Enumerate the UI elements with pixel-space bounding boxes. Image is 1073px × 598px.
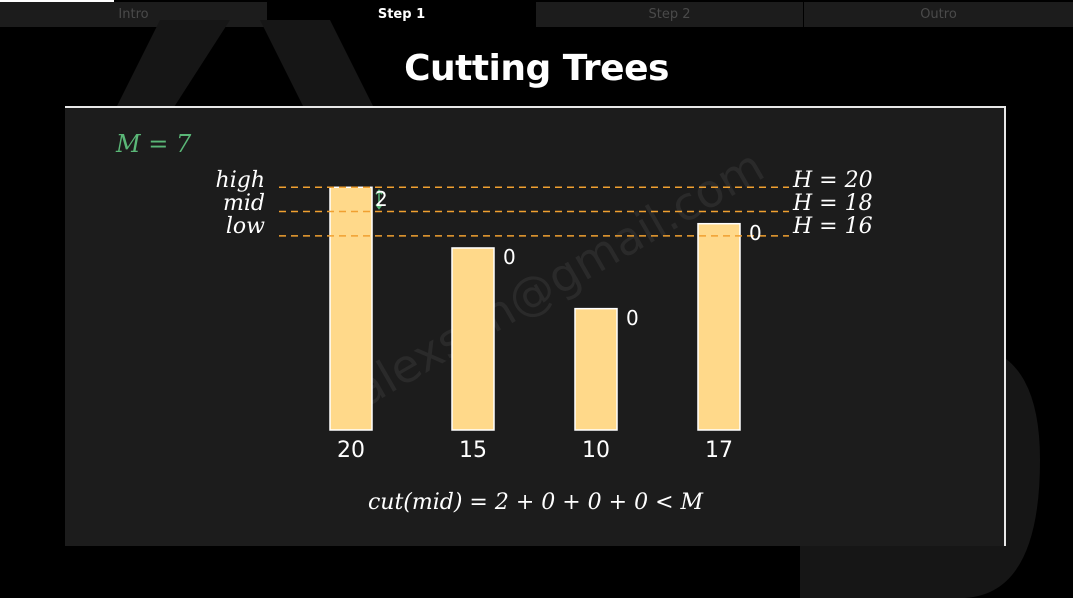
cut-amount-label: 0: [749, 220, 762, 245]
tab-step-1[interactable]: Step 1: [268, 2, 535, 27]
tab-intro[interactable]: Intro: [0, 2, 267, 27]
cut-amount-label: 2: [375, 187, 388, 212]
chart-panel: M = 7 high mid low H = 20 H = 18 H = 16 …: [65, 106, 1006, 546]
category-label: 17: [705, 438, 733, 463]
tree-bar-17: [697, 222, 741, 431]
category-label: 15: [459, 438, 487, 463]
tab-outro[interactable]: Outro: [804, 2, 1073, 27]
cut-amount-label: 0: [503, 244, 516, 269]
tree-bar-20: [329, 186, 373, 431]
m-value-label: M = 7: [116, 130, 192, 158]
category-label: 20: [337, 438, 365, 463]
tab-step-2[interactable]: Step 2: [536, 2, 803, 27]
tree-bar-10: [574, 307, 618, 431]
level-name-low: low: [225, 214, 265, 239]
tab-progress-bar: [0, 0, 114, 2]
h-label-low: H = 16: [793, 214, 873, 239]
step-tabs: Intro Step 1 Step 2 Outro: [0, 0, 1073, 27]
tree-bar-chart: alexsun@gmail.com: [279, 138, 789, 431]
h-label-high: H = 20: [793, 168, 873, 193]
cut-amount-label: 0: [626, 305, 639, 330]
page-title: Cutting Trees: [404, 48, 669, 89]
tree-bar-15: [451, 247, 495, 431]
cut-height-arrow: [375, 189, 383, 210]
category-label: 10: [582, 438, 610, 463]
level-name-high: high: [215, 168, 265, 193]
h-label-mid: H = 18: [793, 191, 873, 216]
cut-formula: cut(mid) = 2 + 0 + 0 + 0 < M: [367, 490, 704, 515]
level-name-mid: mid: [223, 191, 265, 216]
